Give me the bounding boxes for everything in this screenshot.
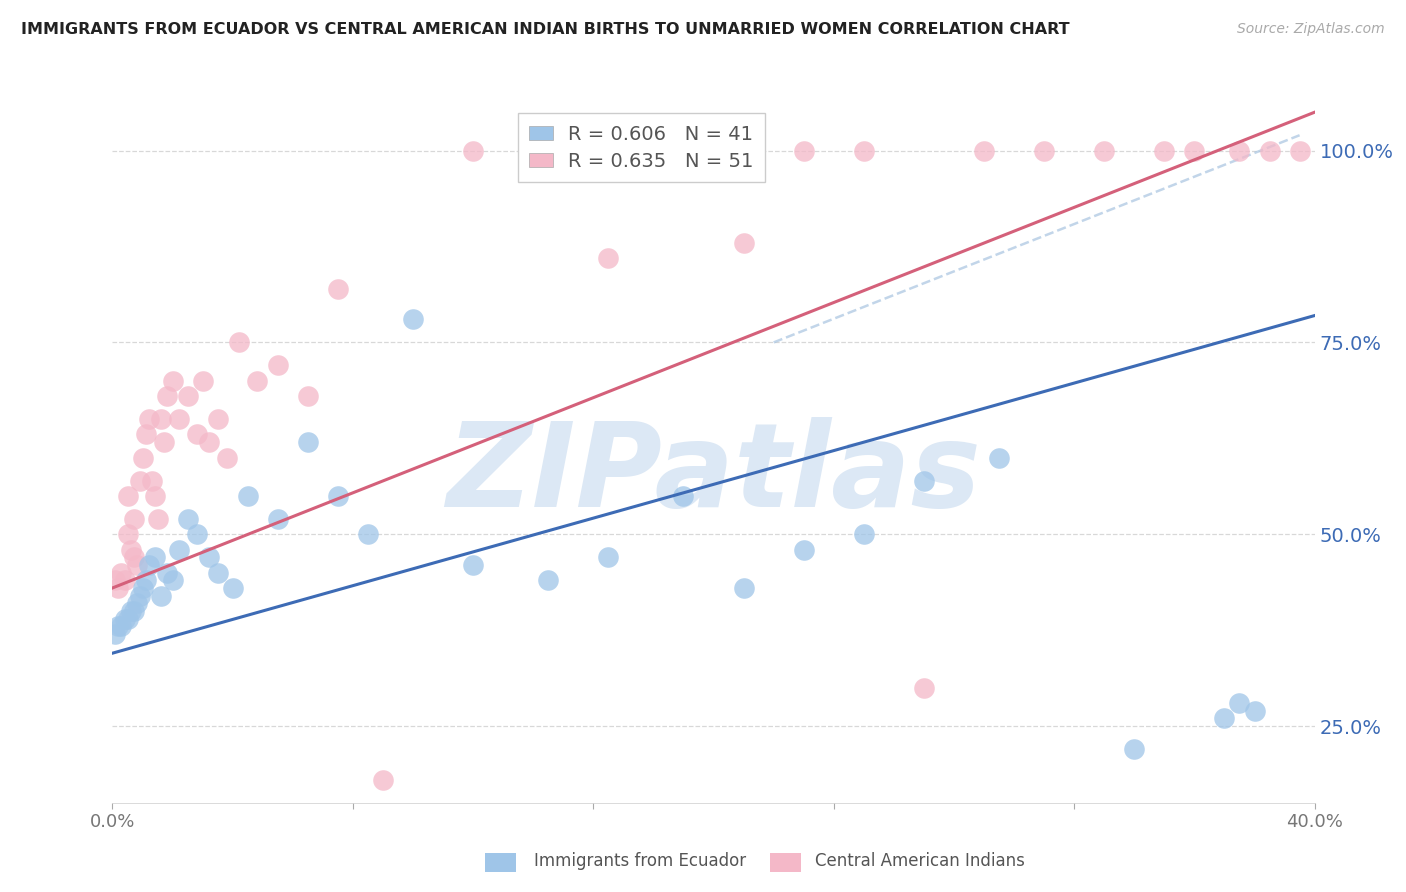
Point: [988, 450, 1011, 465]
Point: [215, 450, 238, 465]
Text: Source: ZipAtlas.com: Source: ZipAtlas.com: [1237, 22, 1385, 37]
Point: [1184, 144, 1206, 158]
Point: [612, 144, 634, 158]
Point: [104, 574, 127, 588]
Point: [117, 612, 139, 626]
Text: ZIPatlas: ZIPatlas: [446, 417, 981, 532]
Point: [155, 389, 177, 403]
Text: IMMIGRANTS FROM ECUADOR VS CENTRAL AMERICAN INDIAN BIRTHS TO UNMARRIED WOMEN COR: IMMIGRANTS FROM ECUADOR VS CENTRAL AMERI…: [21, 22, 1070, 37]
Legend: R = 0.606   N = 41, R = 0.635   N = 51: R = 0.606 N = 41, R = 0.635 N = 51: [517, 113, 765, 182]
Point: [297, 389, 319, 403]
Point: [122, 512, 145, 526]
Point: [222, 581, 245, 595]
Point: [128, 589, 150, 603]
Point: [135, 427, 157, 442]
Point: [1153, 144, 1175, 158]
Point: [912, 681, 935, 695]
Point: [128, 474, 150, 488]
Point: [197, 550, 219, 565]
Point: [104, 627, 127, 641]
Point: [176, 389, 198, 403]
Point: [120, 604, 142, 618]
Point: [138, 558, 160, 572]
Point: [162, 374, 184, 388]
Point: [1092, 144, 1115, 158]
Point: [326, 282, 349, 296]
Point: [1243, 704, 1265, 718]
Point: [176, 512, 198, 526]
Point: [122, 604, 145, 618]
Point: [155, 566, 177, 580]
Point: [228, 335, 250, 350]
Point: [1288, 144, 1310, 158]
Point: [143, 489, 166, 503]
Point: [114, 612, 136, 626]
Point: [236, 489, 259, 503]
Point: [162, 574, 184, 588]
Point: [246, 374, 269, 388]
Point: [143, 550, 166, 565]
Point: [207, 566, 229, 580]
Point: [197, 435, 219, 450]
Point: [371, 772, 394, 787]
Point: [461, 144, 484, 158]
Point: [125, 558, 148, 572]
Point: [1123, 742, 1146, 756]
Point: [131, 450, 153, 465]
Point: [1213, 711, 1236, 725]
Point: [733, 581, 755, 595]
Point: [1033, 144, 1056, 158]
Point: [793, 144, 815, 158]
Point: [120, 542, 142, 557]
Point: [146, 512, 169, 526]
Text: Immigrants from Ecuador: Immigrants from Ecuador: [534, 852, 747, 870]
Point: [186, 527, 208, 541]
Point: [138, 412, 160, 426]
Point: [125, 596, 148, 610]
Point: [537, 574, 560, 588]
Point: [267, 359, 290, 373]
Point: [1258, 144, 1281, 158]
Point: [793, 542, 815, 557]
Point: [135, 574, 157, 588]
Point: [117, 527, 139, 541]
Point: [191, 374, 214, 388]
Text: Central American Indians: Central American Indians: [815, 852, 1025, 870]
Point: [733, 235, 755, 250]
Point: [117, 489, 139, 503]
Point: [131, 581, 153, 595]
Point: [973, 144, 995, 158]
Point: [357, 527, 380, 541]
Point: [107, 619, 129, 633]
Point: [107, 581, 129, 595]
Point: [598, 251, 620, 265]
Point: [141, 474, 163, 488]
Point: [207, 412, 229, 426]
Point: [267, 512, 290, 526]
Point: [326, 489, 349, 503]
Point: [912, 474, 935, 488]
Point: [114, 574, 136, 588]
Point: [152, 435, 174, 450]
Point: [110, 619, 132, 633]
Point: [402, 312, 425, 326]
Point: [852, 144, 875, 158]
Point: [672, 489, 695, 503]
Point: [852, 527, 875, 541]
Point: [598, 550, 620, 565]
Point: [149, 589, 172, 603]
Point: [167, 542, 190, 557]
Point: [149, 412, 172, 426]
Point: [1229, 144, 1251, 158]
Point: [567, 144, 589, 158]
Point: [110, 566, 132, 580]
Point: [461, 558, 484, 572]
Point: [122, 550, 145, 565]
Point: [1229, 696, 1251, 710]
Point: [186, 427, 208, 442]
Point: [672, 144, 695, 158]
Point: [167, 412, 190, 426]
Point: [297, 435, 319, 450]
